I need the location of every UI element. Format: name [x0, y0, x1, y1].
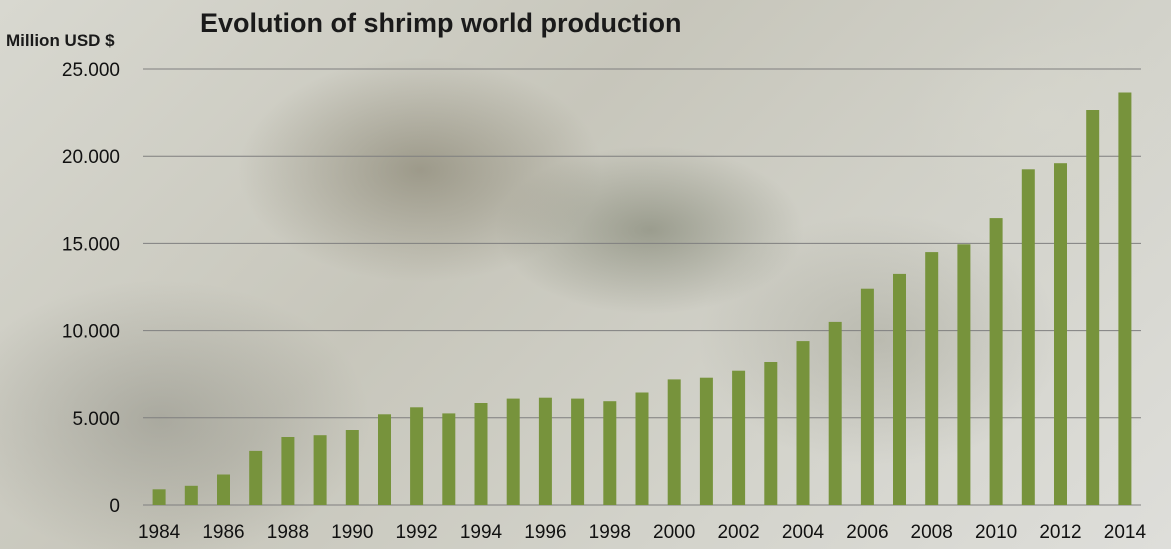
bar-2006: [860, 288, 874, 505]
x-tick-label: 1992: [395, 522, 437, 543]
bar-2008: [925, 252, 939, 505]
bar-2000: [667, 379, 681, 505]
bar-2012: [1054, 163, 1067, 505]
x-tick-label: 2008: [911, 522, 953, 543]
bar-1995: [506, 398, 520, 505]
x-tick-label: 2010: [975, 522, 1017, 543]
chart-title: Evolution of shrimp world production: [200, 8, 682, 38]
x-tick-label: 2006: [846, 522, 888, 543]
bar-2011: [1021, 169, 1035, 506]
y-tick-labels: 0 5.000 10.000 15.000 20.000 25.000: [62, 60, 120, 517]
bar-1991: [378, 414, 391, 505]
bar-1998: [603, 401, 617, 505]
bar-2013: [1086, 110, 1100, 505]
x-tick-label: 1988: [267, 522, 309, 543]
bar-1996: [538, 397, 552, 505]
bar-1989: [313, 435, 327, 505]
x-tick-label: 1986: [202, 522, 244, 543]
gridlines: [143, 68, 1141, 506]
bar-2002: [732, 370, 746, 505]
bar-1994: [474, 403, 488, 505]
bar-2014: [1118, 92, 1132, 505]
bar-2010: [989, 218, 1003, 505]
x-tick-label: 2014: [1104, 522, 1147, 543]
bar-1997: [571, 398, 585, 505]
y-tick-label: 0: [109, 496, 120, 517]
x-tick-label: 2002: [717, 522, 759, 543]
x-tick-labels: 1984 1986 1988 1990 1992 1994 1996 1998 2000 2002…: [138, 522, 1147, 543]
y-tick-label: 5.000: [72, 409, 120, 430]
bar-2005: [828, 321, 842, 505]
y-tick-label: 10.000: [62, 322, 120, 343]
x-tick-label: 1998: [589, 522, 631, 543]
bar-1988: [281, 437, 295, 505]
x-tick-label: 1996: [524, 522, 566, 543]
bar-1985: [184, 485, 198, 505]
y-tick-label: 25.000: [62, 60, 120, 81]
x-tick-label: 2012: [1039, 522, 1081, 543]
bar-1986: [217, 474, 230, 505]
bar-1999: [635, 392, 649, 505]
y-tick-label: 15.000: [62, 234, 120, 255]
y-axis-label: Million USD $: [6, 31, 115, 50]
bar-1990: [345, 430, 359, 505]
bars: [152, 92, 1132, 506]
y-tick-label: 20.000: [62, 147, 120, 168]
bar-2007: [893, 273, 906, 505]
bar-2009: [957, 244, 971, 506]
bar-1993: [442, 413, 456, 505]
bar-1987: [249, 450, 263, 505]
x-tick-label: 2000: [653, 522, 695, 543]
bar-2001: [699, 377, 713, 505]
bar-1984: [152, 489, 166, 505]
bar-1992: [410, 407, 424, 505]
x-tick-label: 2004: [782, 522, 825, 543]
x-tick-label: 1994: [460, 522, 503, 543]
x-tick-label: 1990: [331, 522, 373, 543]
x-tick-label: 1984: [138, 522, 181, 543]
bar-2003: [764, 362, 778, 505]
bar-2004: [796, 341, 810, 505]
